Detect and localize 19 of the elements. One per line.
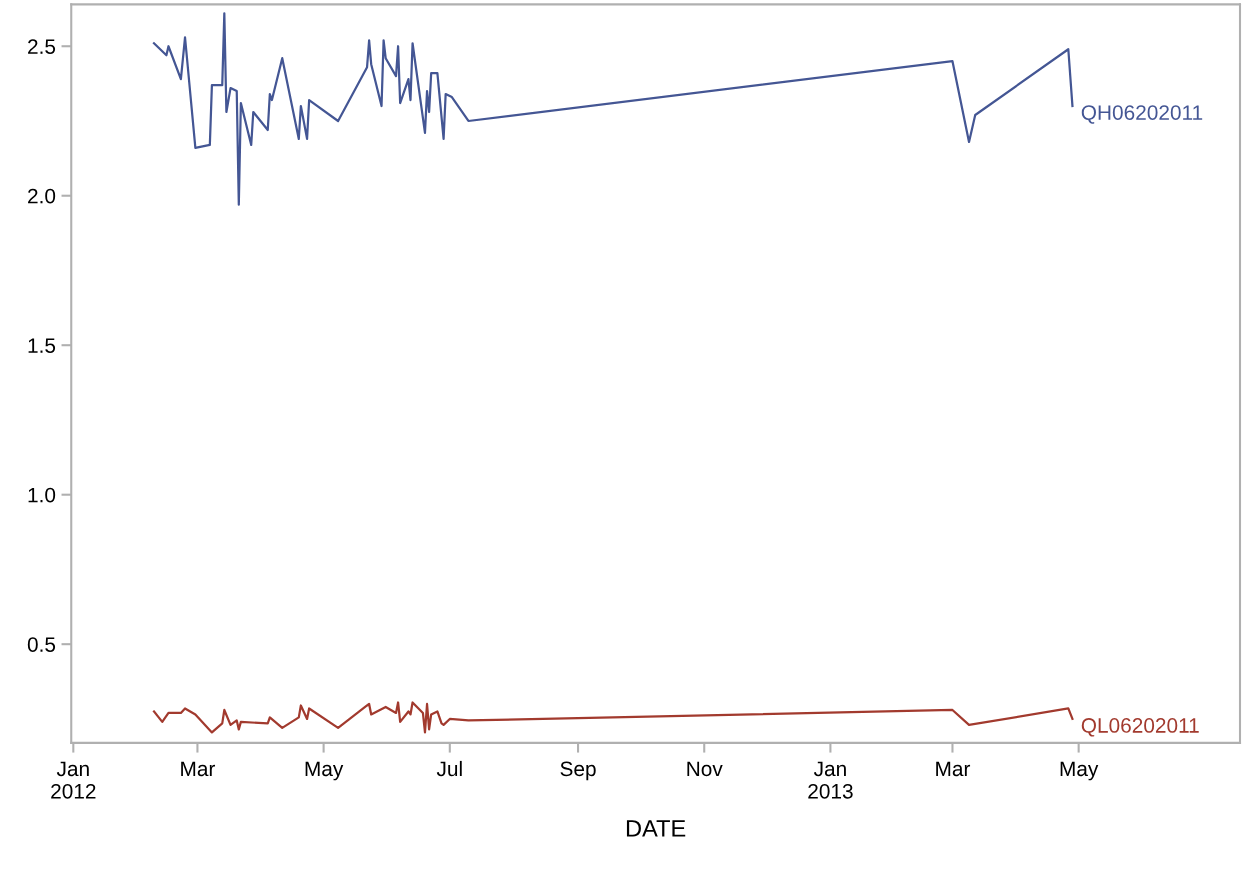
x-tick-label: Mar bbox=[181, 761, 216, 777]
x-tick-label: May bbox=[305, 761, 344, 781]
x-axis-title: DATE bbox=[626, 820, 686, 837]
x-tick-label: Jan 2012 bbox=[51, 761, 96, 799]
y-tick-label: 1.5 bbox=[28, 338, 56, 353]
y-tick-label: 2.5 bbox=[28, 39, 56, 54]
line-series bbox=[152, 701, 1074, 734]
line-series bbox=[152, 12, 1074, 206]
x-tick-label: Mar bbox=[936, 761, 971, 777]
x-tick-label: Nov bbox=[687, 761, 723, 777]
x-tick-label: Sep bbox=[560, 761, 596, 781]
y-tick-label: 0.5 bbox=[27, 637, 56, 652]
x-tick-label: Jul bbox=[436, 760, 462, 777]
series-label: QH06202011 bbox=[1081, 105, 1203, 124]
series-label: QL06202011 bbox=[1081, 718, 1199, 737]
y-tick-label: 2.0 bbox=[28, 188, 56, 204]
y-tick-label: 1.0 bbox=[28, 487, 56, 503]
x-tick-label: Jan 2013 bbox=[808, 761, 853, 799]
x-tick-label: May bbox=[1060, 761, 1099, 781]
